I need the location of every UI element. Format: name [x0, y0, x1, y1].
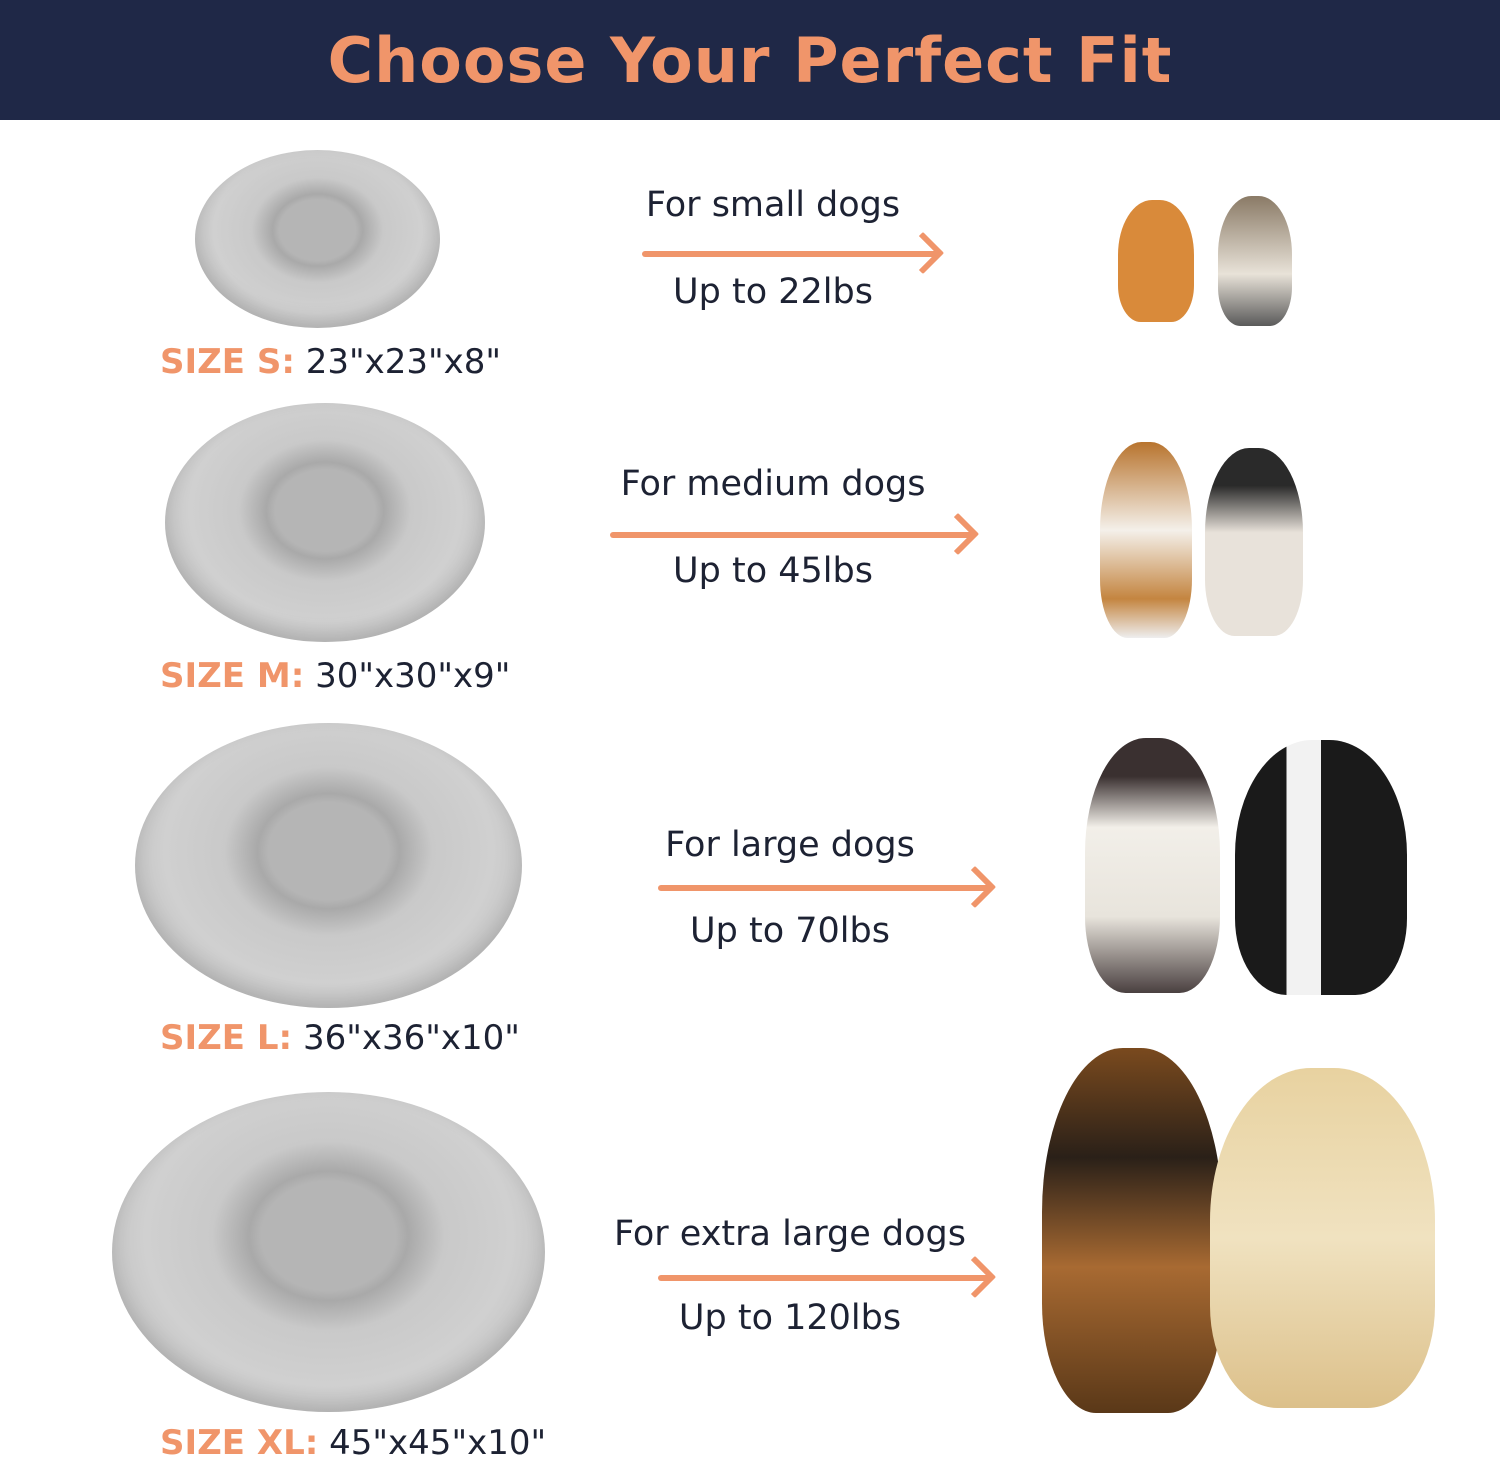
- weight-limit: Up to 70lbs: [690, 911, 890, 951]
- header-banner: Choose Your Perfect Fit: [0, 0, 1500, 120]
- size-dimensions: 30"x30"x9": [315, 656, 511, 696]
- dog-category: For large dogs: [665, 825, 915, 865]
- dog-image-pomeranian: [1118, 200, 1194, 322]
- dog-category: For small dogs: [645, 185, 901, 225]
- dog-image-golden-retriever: [1210, 1068, 1435, 1408]
- arrow-icon: [658, 885, 992, 891]
- arrow-icon: [610, 532, 975, 538]
- bed-image-large: [135, 723, 522, 1008]
- dog-category: For medium dogs: [620, 464, 926, 504]
- weight-limit: Up to 22lbs: [673, 272, 873, 312]
- dog-image-yorkshire-terrier: [1218, 196, 1292, 326]
- weight-limit: Up to 120lbs: [678, 1298, 902, 1338]
- dog-image-beagle: [1100, 442, 1192, 638]
- size-name: SIZE L:: [160, 1018, 293, 1058]
- arrow-icon: [658, 1275, 992, 1281]
- bed-image-small: [195, 150, 440, 328]
- size-dimensions: 36"x36"x10": [302, 1018, 520, 1058]
- page-title: Choose Your Perfect Fit: [327, 23, 1173, 97]
- dog-image-border-collie: [1235, 740, 1407, 995]
- size-label-small: SIZE S: 23"x23"x8": [160, 342, 501, 382]
- dog-image-german-shepherd: [1042, 1048, 1222, 1413]
- size-name: SIZE S:: [160, 342, 295, 382]
- dog-category: For extra large dogs: [613, 1214, 967, 1254]
- size-label-large: SIZE L: 36"x36"x10": [160, 1018, 520, 1058]
- size-name: SIZE XL:: [160, 1423, 319, 1463]
- size-label-extra-large: SIZE XL: 45"x45"x10": [160, 1423, 546, 1463]
- size-dimensions: 45"x45"x10": [329, 1423, 547, 1463]
- size-name: SIZE M:: [160, 656, 305, 696]
- size-label-medium: SIZE M: 30"x30"x9": [160, 656, 510, 696]
- weight-limit: Up to 45lbs: [673, 551, 873, 591]
- size-dimensions: 23"x23"x8": [305, 342, 502, 382]
- bed-image-medium: [165, 403, 485, 642]
- bed-image-extra-large: [112, 1092, 545, 1412]
- arrow-icon: [642, 251, 940, 257]
- dog-image-australian-shepherd: [1085, 738, 1220, 993]
- dog-image-french-bulldog: [1205, 448, 1303, 636]
